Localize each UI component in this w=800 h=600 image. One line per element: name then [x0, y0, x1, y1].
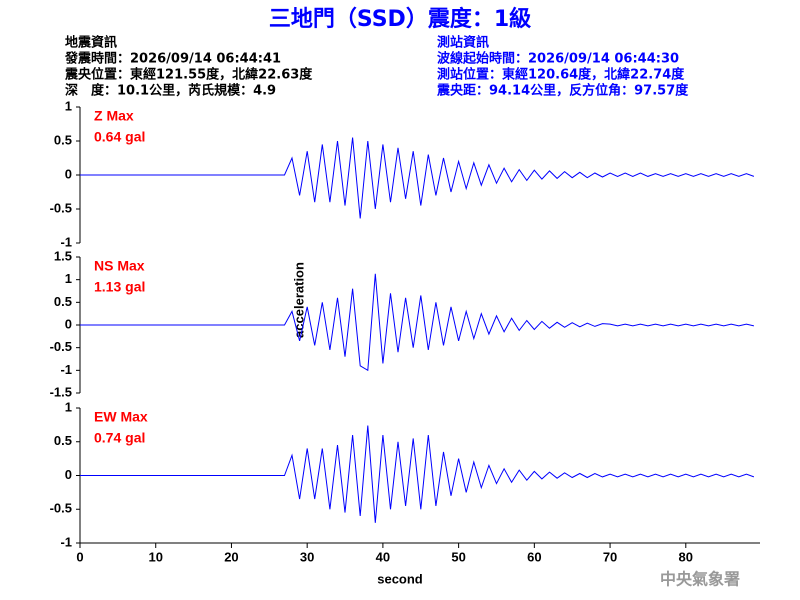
y-tick-label: -1	[60, 234, 72, 249]
max-label: NS Max	[94, 258, 145, 274]
station-info: 波線起始時間：2026/09/14 06:44:30	[437, 51, 679, 67]
y-tick-label: 0.5	[54, 294, 72, 309]
y-tick-label: 0.5	[54, 433, 72, 448]
station-info: 震央距：94.14公里，反方位角：97.57度	[436, 83, 689, 99]
station-info: 測站位置：東經120.64度，北緯22.74度	[437, 67, 685, 83]
y-tick-label: 0	[65, 166, 72, 181]
max-label: 0.74 gal	[94, 430, 145, 446]
y-tick-label: -0.5	[50, 501, 72, 516]
y-tick-label: 1.5	[54, 248, 72, 263]
y-tick-label: -0.5	[50, 200, 72, 215]
x-tick-label: 30	[300, 549, 314, 564]
y-axis-label: acceleration	[291, 262, 306, 338]
x-tick-label: 0	[76, 549, 83, 564]
x-tick-label: 80	[679, 549, 693, 564]
y-tick-label: 0.5	[54, 132, 72, 147]
y-tick-label: 0	[65, 467, 72, 482]
y-tick-label: 1	[65, 399, 72, 414]
station-info: 測站資訊	[437, 35, 489, 51]
event-info: 震央位置：東經121.55度，北緯22.63度	[64, 67, 313, 83]
waveform	[80, 137, 755, 219]
x-tick-label: 40	[376, 549, 390, 564]
y-tick-label: -0.5	[50, 339, 72, 354]
event-info: 發震時間：2026/09/14 06:44:41	[64, 51, 281, 67]
max-label: 1.13 gal	[94, 279, 145, 295]
y-tick-label: -1	[60, 534, 72, 549]
x-tick-label: 70	[603, 549, 617, 564]
x-tick-label: 20	[224, 549, 238, 564]
title: 三地門（SSD）震度：1級	[269, 6, 531, 32]
y-tick-label: 1	[65, 271, 72, 286]
x-axis-label: second	[377, 571, 423, 586]
x-tick-label: 10	[148, 549, 162, 564]
y-tick-label: 0	[65, 316, 72, 331]
footer: 中央氣象署	[660, 570, 740, 589]
event-info: 地震資訊	[65, 35, 117, 51]
x-tick-label: 60	[527, 549, 541, 564]
waveform	[80, 273, 755, 372]
max-label: Z Max	[94, 108, 134, 124]
y-tick-label: -1.5	[50, 384, 72, 399]
waveform	[80, 425, 755, 523]
event-info: 深 度：10.1公里，芮氏規模：4.9	[65, 83, 276, 99]
y-tick-label: -1	[60, 362, 72, 377]
x-tick-label: 50	[451, 549, 465, 564]
max-label: 0.64 gal	[94, 129, 145, 145]
y-tick-label: 1	[65, 98, 72, 113]
max-label: EW Max	[94, 409, 148, 425]
